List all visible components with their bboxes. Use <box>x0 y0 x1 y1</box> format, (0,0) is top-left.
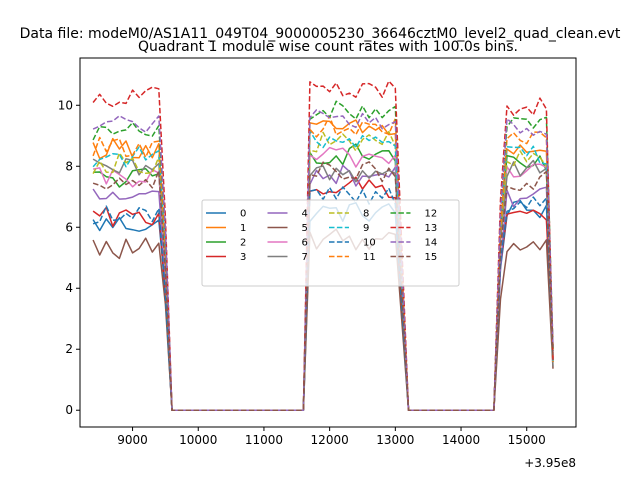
y-axis: 0 2 4 6 8 10 <box>58 98 80 417</box>
x-tick-label: 10000 <box>179 433 217 447</box>
legend-label-4: 4 <box>302 209 308 220</box>
legend-box <box>201 199 460 287</box>
x-tick-label: 9000 <box>117 433 148 447</box>
chart-title: Quadrant 1 module wise count rates with … <box>138 39 518 55</box>
series-layer <box>92 80 554 411</box>
y-tick-label: 0 <box>65 403 73 417</box>
y-tick-label: 2 <box>65 342 73 356</box>
y-tick-label: 10 <box>58 98 73 112</box>
series-line-2 <box>93 143 554 411</box>
x-tick-label: 15000 <box>508 433 546 447</box>
legend-label-11: 11 <box>363 252 376 263</box>
x-tick-label: 12000 <box>311 433 349 447</box>
series-line-10 <box>92 186 554 411</box>
series-line-8 <box>92 130 554 411</box>
x-tick-label: 11000 <box>245 433 283 447</box>
y-tick-label: 4 <box>65 281 73 295</box>
y-tick-label: 8 <box>65 159 73 173</box>
legend-label-14: 14 <box>425 238 438 249</box>
legend-label-0: 0 <box>240 209 246 220</box>
figure-suptitle: Data file: modeM0/AS1A11_049T04_90000052… <box>20 26 621 42</box>
x-tick-label: 13000 <box>376 433 414 447</box>
legend-label-9: 9 <box>363 223 369 234</box>
series-line-15 <box>92 161 554 411</box>
legend-label-1: 1 <box>240 223 246 234</box>
series-line-6 <box>92 146 554 411</box>
series-line-13 <box>92 80 554 411</box>
axes-frame <box>79 57 577 428</box>
legend-label-6: 6 <box>302 238 308 249</box>
legend-label-2: 2 <box>240 238 246 249</box>
legend-label-13: 13 <box>425 223 438 234</box>
series-line-14 <box>92 109 554 411</box>
x-tick-label: 14000 <box>442 433 480 447</box>
legend-label-5: 5 <box>302 223 308 234</box>
legend-label-15: 15 <box>425 252 438 263</box>
x-offset-label: +3.95e8 <box>524 456 576 470</box>
legend-label-12: 12 <box>425 209 438 220</box>
legend-label-7: 7 <box>302 252 308 263</box>
legend-label-3: 3 <box>240 252 246 263</box>
legend-label-10: 10 <box>363 238 376 249</box>
series-line-1 <box>92 119 554 411</box>
legend-label-8: 8 <box>363 209 369 220</box>
series-line-7 <box>92 158 554 411</box>
series-line-9 <box>92 130 554 411</box>
series-line-12 <box>92 100 554 411</box>
series-line-11 <box>92 115 554 411</box>
y-tick-label: 6 <box>65 220 73 234</box>
x-axis: 9000 10000 11000 12000 13000 14000 15000 <box>117 427 546 447</box>
series-line-4 <box>92 164 554 411</box>
